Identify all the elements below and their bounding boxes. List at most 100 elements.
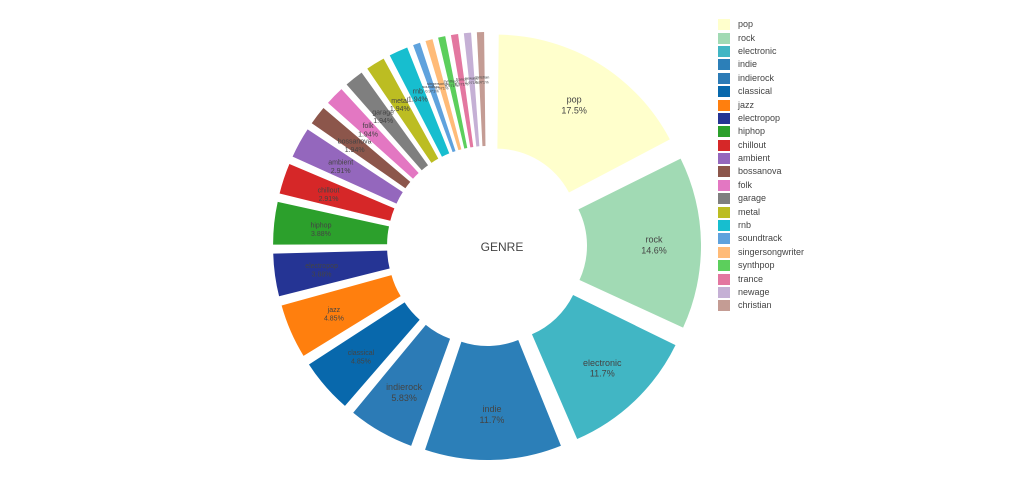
slice-name: folk [363,123,374,130]
legend-swatch [718,112,730,124]
slice-synthpop[interactable] [438,36,468,149]
slice-percent: 5.83% [391,393,417,403]
legend-label: electronic [738,45,777,56]
slice-label-newage: newage 0.971% [465,75,480,85]
slice-ambient[interactable] [292,129,403,204]
slice-metal[interactable] [367,58,439,163]
legend-label: pop [738,19,754,30]
legend-item-electropop[interactable]: electropop [718,112,804,125]
slice-chillout[interactable] [279,163,395,221]
slice-electronic[interactable] [531,295,676,439]
legend-item-ambient[interactable]: ambient [718,152,804,165]
legend-item-garage[interactable]: garage [718,192,804,205]
legend-label: rock [738,32,756,43]
slice-label-classical: classical 4.85% [348,350,375,365]
legend-item-pop[interactable]: pop [718,18,804,31]
legend-label: classical [738,86,773,97]
slice-label-ambient: ambient 2.91% [328,160,353,175]
legend-item-folk[interactable]: folk [718,179,804,192]
legend-item-indierock[interactable]: indierock [718,72,804,85]
legend-swatch [718,233,730,245]
slice-label-trance: trance 0.971% [455,77,469,87]
slice-label-rnb: rnb 1.94% [408,88,428,103]
legend-swatch [718,179,730,191]
slice-label-garage: garage 1.94% [372,110,394,125]
slice-percent: 11.7% [480,415,505,425]
slice-singersongwriter[interactable] [425,39,462,151]
legend-item-bossanova[interactable]: bossanova [718,165,804,178]
legend-label: jazz [738,99,755,110]
slice-jazz[interactable] [281,275,401,356]
slice-percent: 0.971% [455,81,469,86]
legend-item-jazz[interactable]: jazz [718,98,804,111]
slice-rnb[interactable] [389,47,450,157]
legend-item-christian[interactable]: christian [718,299,804,312]
slice-label-hiphop: hiphop 3.88% [310,222,331,237]
legend-swatch [718,246,730,258]
legend-swatch [718,166,730,178]
legend-label: singersongwriter [738,246,805,257]
legend-item-synthpop[interactable]: synthpop [718,259,804,272]
slice-name: bossanova [338,138,372,145]
legend-label: metal [738,206,761,217]
slice-percent: 0.971% [425,89,439,94]
slice-name: singersongwriter [427,81,457,86]
slice-rock[interactable] [578,158,701,328]
slice-percent: 1.94% [358,131,378,138]
legend-item-metal[interactable]: metal [718,205,804,218]
legend-item-hiphop[interactable]: hiphop [718,125,804,138]
legend-item-electronic[interactable]: electronic [718,45,804,58]
legend-swatch [718,32,730,44]
slice-name: garage [372,110,394,117]
legend-label: trance [738,273,764,284]
legend-label: folk [738,179,753,190]
legend-swatch [718,59,730,71]
slice-name: jazz [327,307,341,314]
legend-item-newage[interactable]: newage [718,286,804,299]
slice-percent: 14.6% [641,245,667,255]
legend-label: synthpop [738,260,775,271]
slice-percent: 0.971% [445,83,459,88]
slice-pop[interactable] [497,34,670,193]
slice-trance[interactable] [450,33,474,148]
hole-title: GENRE [481,240,524,254]
legend-item-trance[interactable]: trance [718,272,804,285]
legend-swatch [718,86,730,98]
legend-label: garage [738,193,767,204]
slice-label-electronic: electronic 11.7% [583,358,622,379]
legend-item-chillout[interactable]: chillout [718,139,804,152]
slice-percent: 0.971% [465,80,479,85]
slice-label-christian: christian 0.971% [474,75,489,85]
legend-item-indie[interactable]: indie [718,58,804,71]
slice-percent: 0.971% [435,86,449,91]
slice-hiphop[interactable] [273,201,390,245]
legend-label: indierock [738,72,775,83]
slice-soundtrack[interactable] [413,42,456,153]
legend-item-singersongwriter[interactable]: singersongwriter [718,246,804,259]
legend-swatch [718,206,730,218]
legend-item-rnb[interactable]: rnb [718,219,804,232]
slice-name: electropop [305,263,338,270]
legend-item-classical[interactable]: classical [718,85,804,98]
slice-indie[interactable] [425,340,561,460]
slice-percent: 17.5% [561,105,587,115]
slice-percent: 4.85% [324,315,344,322]
legend-item-soundtrack[interactable]: soundtrack [718,232,804,245]
slice-label-metal: metal 1.94% [390,98,410,113]
slice-christian[interactable] [476,32,486,147]
slice-newage[interactable] [463,32,480,147]
legend-swatch [718,126,730,138]
slice-indierock[interactable] [353,324,451,446]
legend-item-rock[interactable]: rock [718,31,804,44]
slice-garage[interactable] [346,72,429,171]
legend-swatch [718,220,730,232]
slice-electropop[interactable] [273,250,390,297]
slice-name: trance [456,77,468,82]
slice-label-indierock: indierock 5.83% [386,382,423,403]
slice-percent: 11.7% [590,369,615,379]
legend-swatch [718,45,730,57]
slice-folk[interactable] [327,89,419,179]
slice-bossanova[interactable] [311,108,411,189]
slice-classical[interactable] [308,302,420,406]
